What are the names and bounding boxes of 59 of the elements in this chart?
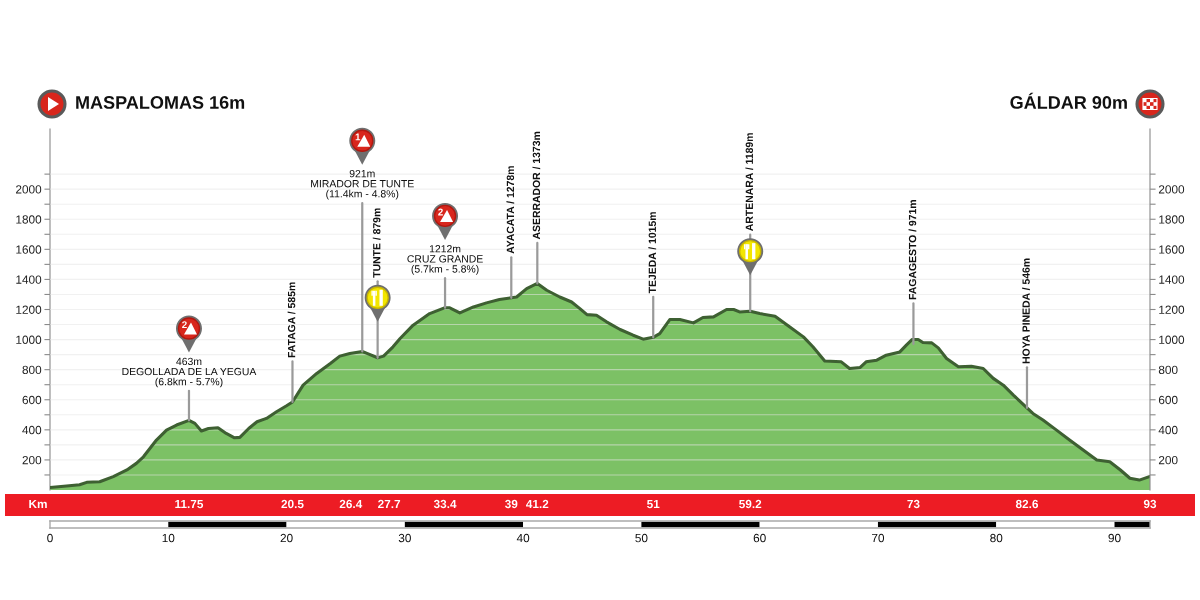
y-tick-label: 200 bbox=[22, 455, 42, 465]
annotation: FATAGA / 585m bbox=[287, 282, 296, 358]
annotation: 59.2 bbox=[739, 499, 762, 509]
x-tick-label: 60 bbox=[753, 533, 766, 543]
annotation: ARTENARA / 1189m bbox=[745, 133, 754, 231]
y-tick-label: 1600 bbox=[16, 245, 42, 254]
annotation: 463m DEGOLLADA DE LA YEGUA (6.8km - 5.7%) bbox=[122, 357, 257, 388]
y2-tick-label: 2000 bbox=[1158, 185, 1185, 194]
y-tick-label: 1200 bbox=[16, 305, 42, 314]
x-tick-label: 40 bbox=[516, 533, 530, 543]
annotation: 2 bbox=[182, 321, 187, 329]
y2-tick-label: 400 bbox=[1158, 425, 1178, 435]
text: Km bbox=[29, 499, 47, 509]
annotation: 73 bbox=[907, 499, 920, 509]
annotation: 33.4 bbox=[433, 499, 457, 509]
y2-tick-label: 1000 bbox=[1159, 335, 1185, 344]
y2-tick-label: 1200 bbox=[1159, 305, 1185, 314]
y-tick-label: 600 bbox=[22, 395, 42, 405]
x-tick-label: 80 bbox=[990, 533, 1003, 543]
annotation: 41.2 bbox=[526, 499, 549, 509]
x-tick-label: 90 bbox=[1108, 533, 1121, 543]
annotation: ASERRADOR / 1373m bbox=[532, 131, 541, 240]
annotation: HOYA PINEDA / 546m bbox=[1022, 258, 1030, 364]
y-tick-label: 2000 bbox=[16, 185, 42, 194]
annotation: 921m MIRADOR DE TUNTE (11.4km - 4.8%) bbox=[311, 169, 414, 200]
x-tick-label: 70 bbox=[872, 533, 885, 543]
annotation: 1212m CRUZ GRANDE (5.7km - 5.8%) bbox=[407, 245, 483, 275]
annotation: 39 bbox=[505, 499, 518, 509]
annotation: 27.7 bbox=[378, 499, 401, 509]
annotation: 2 bbox=[438, 208, 443, 216]
y-tick-label: 1800 bbox=[16, 215, 42, 224]
annotation: AYACATA / 1278m bbox=[506, 166, 515, 254]
annotation: 11.75 bbox=[175, 499, 204, 509]
x-tick-label: 10 bbox=[162, 533, 175, 543]
annotation: 1 bbox=[355, 133, 361, 141]
y-tick-label: 800 bbox=[22, 365, 42, 375]
x-tick-label: 20 bbox=[280, 533, 293, 543]
y2-tick-label: 1600 bbox=[1159, 245, 1185, 254]
annotation: 26.4 bbox=[339, 499, 363, 509]
text: GÁLDAR 90m bbox=[1010, 92, 1127, 109]
x-tick-label: 30 bbox=[398, 533, 411, 543]
x-tick-label: 50 bbox=[635, 533, 648, 543]
annotation: 51 bbox=[647, 499, 660, 509]
annotation: 20.5 bbox=[281, 499, 304, 509]
annotation: TEJEDA / 1015m bbox=[648, 212, 657, 294]
annotation: TUNTE / 879m bbox=[372, 208, 381, 278]
y-tick-label: 1400 bbox=[16, 275, 42, 284]
annotation: 93 bbox=[1143, 499, 1157, 509]
annotation: FAGAGESTO / 971m bbox=[908, 200, 917, 300]
y-tick-label: 1000 bbox=[16, 335, 42, 344]
x-tick-label: 0 bbox=[47, 533, 53, 543]
y2-tick-label: 1800 bbox=[1159, 215, 1185, 224]
annotation: 82.6 bbox=[1015, 499, 1039, 509]
y2-tick-label: 800 bbox=[1158, 365, 1178, 375]
y-tick-label: 400 bbox=[22, 425, 42, 435]
y2-tick-label: 200 bbox=[1158, 455, 1178, 465]
text: MASPALOMAS 16m bbox=[76, 96, 245, 109]
y2-tick-label: 1400 bbox=[1159, 275, 1185, 284]
y2-tick-label: 600 bbox=[1158, 395, 1178, 405]
